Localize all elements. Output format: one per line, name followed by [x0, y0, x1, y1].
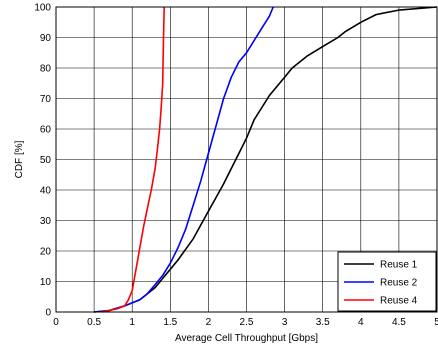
y-tick-label: 60 — [40, 125, 52, 136]
x-tick-label: 5 — [434, 317, 438, 328]
x-tick-label: 3.5 — [316, 317, 330, 328]
x-tick-label: 3 — [282, 317, 288, 328]
x-tick-label: 0.5 — [87, 317, 101, 328]
y-tick-label: 0 — [45, 308, 51, 319]
plot-frame — [55, 6, 438, 313]
x-tick-label: 2.5 — [240, 317, 254, 328]
x-tick-label: 1 — [129, 317, 135, 328]
y-tick-label: 70 — [40, 94, 52, 105]
y-tick-label: 90 — [40, 33, 52, 44]
x-axis-label: Average Cell Throughput [Gbps] — [175, 333, 318, 344]
series-line-reuse-4 — [101, 6, 165, 313]
series-lines — [94, 6, 438, 313]
series-line-reuse-2 — [94, 6, 274, 313]
tick-labels: 0 0.5 1 1.5 2 2.5 3 3.5 4 4.5 50102030405060708090… — [34, 3, 438, 329]
x-tick-label: 4 — [358, 317, 364, 328]
x-tick-label: 2 — [206, 317, 212, 328]
legend-label: Reuse 4 — [380, 296, 418, 307]
x-tick-label: 0 — [53, 317, 59, 328]
y-tick-label: 80 — [40, 64, 52, 75]
y-tick-label: 50 — [40, 155, 52, 166]
y-tick-label: 20 — [40, 247, 52, 258]
y-tick-label: 40 — [40, 186, 52, 197]
x-tick-label: 4.5 — [392, 317, 406, 328]
legend-label: Reuse 2 — [380, 278, 418, 289]
y-axis-label: CDF [%] — [14, 140, 25, 178]
y-tick-label: 30 — [40, 216, 52, 227]
legend: Reuse 1 Reuse 2 Reuse 4 — [337, 251, 437, 312]
legend-label: Reuse 1 — [380, 260, 418, 271]
x-tick-label: 1.5 — [163, 317, 177, 328]
y-tick-label: 100 — [34, 3, 51, 14]
y-tick-label: 10 — [40, 277, 52, 288]
